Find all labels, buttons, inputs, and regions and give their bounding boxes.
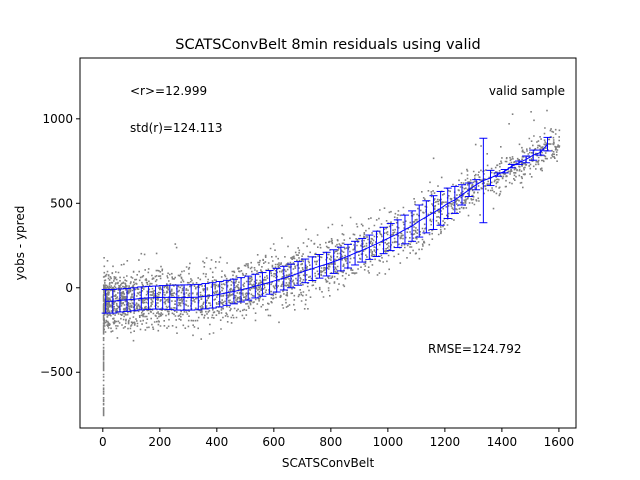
annotation-mean-r: <r>=12.999 — [130, 84, 207, 98]
x-tick-label: 1600 — [544, 435, 575, 449]
annotation-sample: valid sample — [489, 84, 565, 98]
scatter-cloud — [102, 109, 561, 417]
binned-errorbars — [101, 136, 552, 314]
y-axis-label: yobs - ypred — [13, 206, 27, 281]
plot-frame — [79, 57, 577, 429]
y-tick-label: 0 — [65, 281, 73, 295]
errorbar — [543, 136, 552, 152]
x-axis-label: SCATSConvBelt — [282, 456, 375, 470]
scatter-points — [102, 109, 561, 417]
x-tick-label: 1000 — [373, 435, 404, 449]
x-tick-label: 1200 — [430, 435, 461, 449]
chart-title: SCATSConvBelt 8min residuals using valid — [175, 37, 480, 53]
y-tick-label: −500 — [40, 365, 73, 379]
x-tick-label: 400 — [205, 435, 228, 449]
x-tick-label: 200 — [148, 435, 171, 449]
errorbar — [101, 288, 110, 314]
x-tick-label: 600 — [262, 435, 285, 449]
x-axis: 0 200 400 600 800 1000 1200 1400 1600 — [99, 428, 574, 449]
annotation-std-r: std(r)=124.113 — [130, 121, 223, 135]
y-tick-label: 500 — [50, 196, 73, 210]
x-tick-label: 0 — [99, 435, 107, 449]
x-tick-label: 1400 — [487, 435, 518, 449]
y-tick-label: 1000 — [42, 112, 73, 126]
binned-mean-line — [105, 143, 548, 302]
annotation-rmse: RMSE=124.792 — [428, 342, 522, 356]
y-axis: −500 0 500 1000 — [40, 112, 80, 379]
x-tick-label: 800 — [319, 435, 342, 449]
